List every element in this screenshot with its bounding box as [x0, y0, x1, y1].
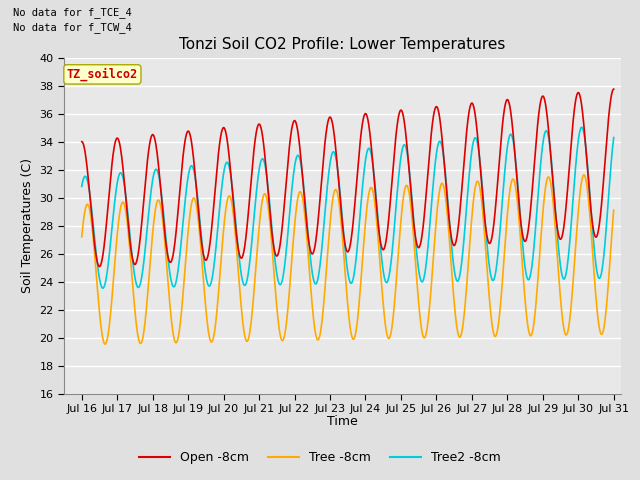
Text: No data for f_TCE_4: No data for f_TCE_4 [13, 7, 132, 18]
X-axis label: Time: Time [327, 415, 358, 429]
Title: Tonzi Soil CO2 Profile: Lower Temperatures: Tonzi Soil CO2 Profile: Lower Temperatur… [179, 37, 506, 52]
Legend: Open -8cm, Tree -8cm, Tree2 -8cm: Open -8cm, Tree -8cm, Tree2 -8cm [134, 446, 506, 469]
Text: No data for f_TCW_4: No data for f_TCW_4 [13, 22, 132, 33]
Text: TZ_soilco2: TZ_soilco2 [67, 68, 138, 81]
Y-axis label: Soil Temperatures (C): Soil Temperatures (C) [20, 158, 34, 293]
